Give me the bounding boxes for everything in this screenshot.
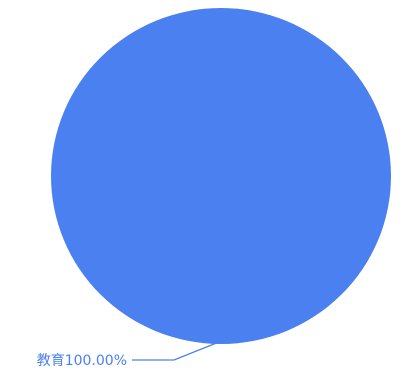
pie-slice-label-0: 教育100.00% [37, 353, 127, 369]
pie-slice-0[interactable] [51, 8, 391, 344]
pie-label-leader-0 [132, 339, 225, 361]
